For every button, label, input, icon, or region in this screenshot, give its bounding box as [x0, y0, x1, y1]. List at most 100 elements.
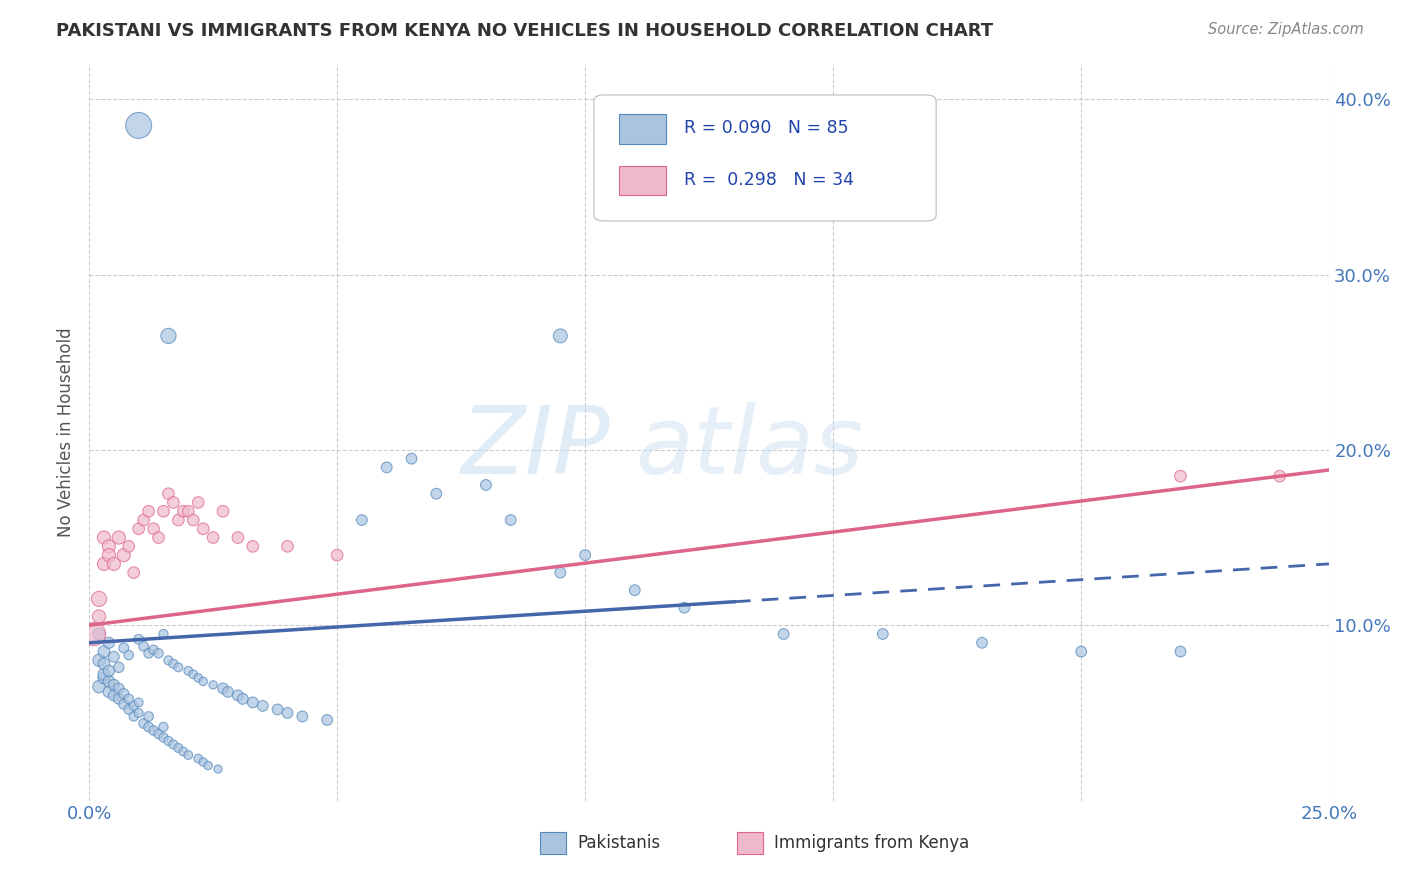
Point [112, 641, 135, 656]
Point [276, 539, 298, 553]
Point [93, 671, 115, 685]
Point [108, 660, 131, 674]
Point [132, 513, 155, 527]
Text: atlas: atlas [634, 401, 863, 492]
Point [118, 539, 141, 553]
Point [138, 646, 160, 660]
Text: Source: ZipAtlas.com: Source: ZipAtlas.com [1208, 22, 1364, 37]
Point [118, 702, 141, 716]
Point [128, 522, 150, 536]
Point [93, 644, 115, 658]
Point [128, 632, 150, 647]
Point [87, 609, 110, 624]
Point [157, 486, 180, 500]
Point [97, 664, 120, 678]
Point [187, 751, 209, 765]
Point [350, 513, 373, 527]
Point [103, 557, 125, 571]
Point [142, 522, 165, 536]
Text: ZIP: ZIP [460, 401, 610, 492]
Point [475, 478, 498, 492]
Point [291, 709, 314, 723]
Point [97, 674, 120, 689]
Point [93, 667, 115, 681]
Point [118, 692, 141, 706]
Point [142, 642, 165, 657]
Point [673, 600, 696, 615]
Point [148, 531, 170, 545]
Point [87, 591, 110, 606]
Text: Pakistanis: Pakistanis [576, 833, 661, 852]
Point [108, 531, 131, 545]
Point [202, 678, 225, 692]
Point [97, 685, 120, 699]
Point [226, 689, 249, 703]
Point [191, 674, 214, 689]
Point [326, 548, 349, 562]
Point [872, 627, 894, 641]
Point [97, 636, 120, 650]
Point [207, 762, 229, 776]
Point [162, 495, 184, 509]
Point [167, 741, 190, 756]
Point [191, 522, 214, 536]
Point [425, 486, 447, 500]
FancyBboxPatch shape [619, 114, 666, 144]
Point [87, 680, 110, 694]
Point [1170, 644, 1192, 658]
Point [128, 119, 150, 133]
Point [1170, 469, 1192, 483]
Point [772, 627, 794, 641]
Point [122, 709, 145, 723]
Point [970, 636, 993, 650]
Point [401, 451, 423, 466]
Point [316, 713, 339, 727]
Point [157, 734, 180, 748]
Point [108, 681, 131, 696]
Point [623, 583, 645, 598]
Point [266, 702, 288, 716]
Point [87, 653, 110, 667]
Point [187, 671, 209, 685]
Point [83, 627, 105, 641]
Point [276, 706, 298, 720]
Point [97, 548, 120, 562]
Text: R = 0.090   N = 85: R = 0.090 N = 85 [685, 120, 849, 137]
Point [187, 495, 209, 509]
Text: Immigrants from Kenya: Immigrants from Kenya [773, 833, 969, 852]
Point [167, 513, 190, 527]
Point [152, 731, 174, 745]
Point [167, 660, 190, 674]
Point [499, 513, 522, 527]
Point [212, 504, 235, 518]
Point [103, 689, 125, 703]
Point [252, 698, 274, 713]
Point [112, 697, 135, 711]
Y-axis label: No Vehicles in Household: No Vehicles in Household [58, 327, 75, 537]
Point [232, 692, 254, 706]
Point [157, 329, 180, 343]
Point [550, 566, 572, 580]
Point [375, 460, 398, 475]
Point [172, 745, 194, 759]
Point [122, 566, 145, 580]
Point [177, 664, 200, 678]
Point [128, 706, 150, 720]
Point [152, 627, 174, 641]
Point [93, 657, 115, 671]
Point [87, 627, 110, 641]
Point [108, 692, 131, 706]
Point [574, 548, 596, 562]
FancyBboxPatch shape [593, 95, 936, 221]
Point [128, 695, 150, 709]
Point [138, 709, 160, 723]
Point [172, 504, 194, 518]
Point [118, 648, 141, 662]
Point [93, 531, 115, 545]
Point [112, 548, 135, 562]
Point [1268, 469, 1291, 483]
Point [148, 646, 170, 660]
Point [122, 698, 145, 713]
Point [202, 531, 225, 545]
Point [242, 539, 264, 553]
